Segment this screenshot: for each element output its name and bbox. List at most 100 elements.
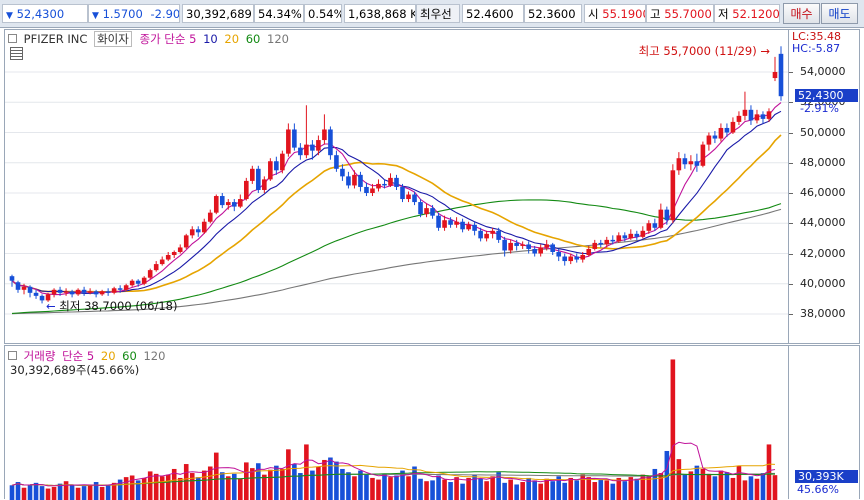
price-chart-panel[interactable]: PFIZER INC 화이자 종가 단순 5 10 20 60 120 최고 5… bbox=[4, 29, 789, 344]
ma60-label: 60 bbox=[245, 32, 261, 46]
volume-bar bbox=[129, 475, 135, 500]
volume-bar bbox=[382, 473, 387, 500]
open-value: 55.1900 bbox=[602, 7, 646, 21]
candle-body bbox=[250, 168, 255, 181]
collapse-icon[interactable] bbox=[8, 34, 17, 43]
candle-body bbox=[700, 144, 706, 166]
trade-amount-value: 1,638,868 K bbox=[348, 7, 416, 21]
price-tick-mark bbox=[789, 102, 793, 104]
volume-bar bbox=[454, 477, 459, 500]
candle-body bbox=[538, 247, 543, 254]
price-tick-mark bbox=[789, 314, 793, 315]
volume-bar bbox=[51, 486, 57, 500]
volume-bar bbox=[298, 473, 303, 500]
volume-bar bbox=[219, 472, 225, 500]
volume-ratio-value: 54.34% bbox=[258, 7, 302, 21]
volume-bar bbox=[424, 481, 429, 500]
candle-body bbox=[526, 244, 531, 249]
candle-body bbox=[262, 179, 267, 190]
volume-bar bbox=[93, 482, 99, 500]
volume-bar bbox=[171, 468, 177, 500]
volume-bar bbox=[370, 477, 375, 500]
volume-bar bbox=[310, 470, 315, 500]
high-value: 55.7000 bbox=[664, 7, 712, 21]
price-axis[interactable]: LC:35.48 HC:-5.87 54,000052,000050,00004… bbox=[789, 29, 860, 344]
volume-bar bbox=[244, 462, 249, 500]
volume-bar bbox=[27, 484, 33, 500]
volume-bar bbox=[262, 474, 267, 500]
candle-body bbox=[466, 224, 471, 230]
volume-bar bbox=[99, 486, 105, 500]
volume-bar bbox=[772, 475, 778, 500]
collapse-icon[interactable] bbox=[8, 351, 17, 360]
volume-bar bbox=[646, 476, 652, 500]
last-volume-pct: 45.66% bbox=[797, 483, 839, 496]
volume-axis[interactable]: 175,000K150,000K125,000K100,000K75,000K5… bbox=[789, 345, 860, 499]
candle-body bbox=[45, 294, 51, 301]
candle-body bbox=[334, 155, 339, 169]
volume-bar bbox=[69, 485, 75, 500]
candle-body bbox=[712, 135, 718, 139]
candle-body bbox=[520, 244, 525, 246]
price-tick-label: 48,0000 bbox=[800, 155, 846, 169]
buy-button[interactable]: 매수 bbox=[783, 3, 820, 24]
candle-body bbox=[117, 288, 123, 290]
volume-bar bbox=[9, 485, 15, 500]
candle-body bbox=[322, 129, 327, 141]
volume-chart-panel[interactable]: 거래량 단순 5 20 60 120 30,392,689주(45.66%) bbox=[4, 345, 789, 500]
best-ask-value: 52.4600 bbox=[466, 7, 514, 21]
volume-bar bbox=[550, 481, 556, 500]
candle-body bbox=[664, 209, 670, 221]
volume-bar bbox=[466, 477, 471, 500]
low-price: 저 52.1200 bbox=[714, 4, 780, 23]
volume-bar bbox=[688, 471, 694, 500]
volume-bar bbox=[364, 474, 369, 500]
candle-body bbox=[460, 221, 465, 230]
candle-body bbox=[532, 248, 537, 254]
candle-body bbox=[592, 242, 598, 249]
price-tick-label: 44,0000 bbox=[800, 216, 846, 230]
candle-body bbox=[9, 276, 15, 281]
candle-body bbox=[430, 208, 435, 216]
candle-body bbox=[766, 111, 772, 119]
volume-bar bbox=[286, 449, 291, 500]
volume-bar bbox=[334, 461, 339, 500]
candle-body bbox=[141, 277, 147, 284]
grid-table-icon[interactable] bbox=[10, 47, 23, 60]
candle-body bbox=[424, 208, 429, 215]
volume-bar bbox=[562, 482, 568, 500]
volume-bar bbox=[628, 477, 634, 500]
volume-bar bbox=[256, 463, 261, 500]
volume-bar bbox=[352, 476, 357, 500]
candle-body bbox=[658, 209, 664, 228]
volume-bar bbox=[45, 488, 51, 500]
price-chart[interactable] bbox=[5, 30, 788, 343]
last-change-value: -2.91% bbox=[800, 102, 839, 115]
volume-bar bbox=[544, 478, 549, 500]
candle-body bbox=[310, 144, 315, 151]
ma10-label: 10 bbox=[203, 32, 218, 46]
candle-body bbox=[622, 235, 628, 239]
candle-body bbox=[724, 127, 730, 133]
candle-body bbox=[39, 295, 45, 301]
candle-body bbox=[237, 199, 243, 207]
volume-bar bbox=[442, 479, 447, 500]
candle-body bbox=[454, 221, 459, 225]
volume-bar bbox=[183, 464, 189, 500]
volume-chart[interactable] bbox=[5, 346, 788, 500]
candle-body bbox=[634, 233, 640, 237]
sell-button[interactable]: 매도 bbox=[821, 3, 858, 24]
candle-body bbox=[286, 129, 291, 154]
volume-bar bbox=[231, 473, 237, 500]
candle-body bbox=[568, 256, 574, 262]
candle-body bbox=[316, 140, 321, 151]
candle-body bbox=[111, 288, 117, 293]
candle-body bbox=[274, 161, 279, 171]
candle-body bbox=[21, 286, 27, 290]
candle-body bbox=[129, 280, 135, 286]
volume-bar bbox=[616, 477, 622, 500]
quote-bar: ▼ 52,4300 ▼ 1.5700 -2.90% 30,392,689 54.… bbox=[0, 0, 864, 28]
volume-bar bbox=[117, 479, 123, 500]
volume-bar bbox=[622, 481, 628, 500]
candle-body bbox=[189, 229, 195, 236]
